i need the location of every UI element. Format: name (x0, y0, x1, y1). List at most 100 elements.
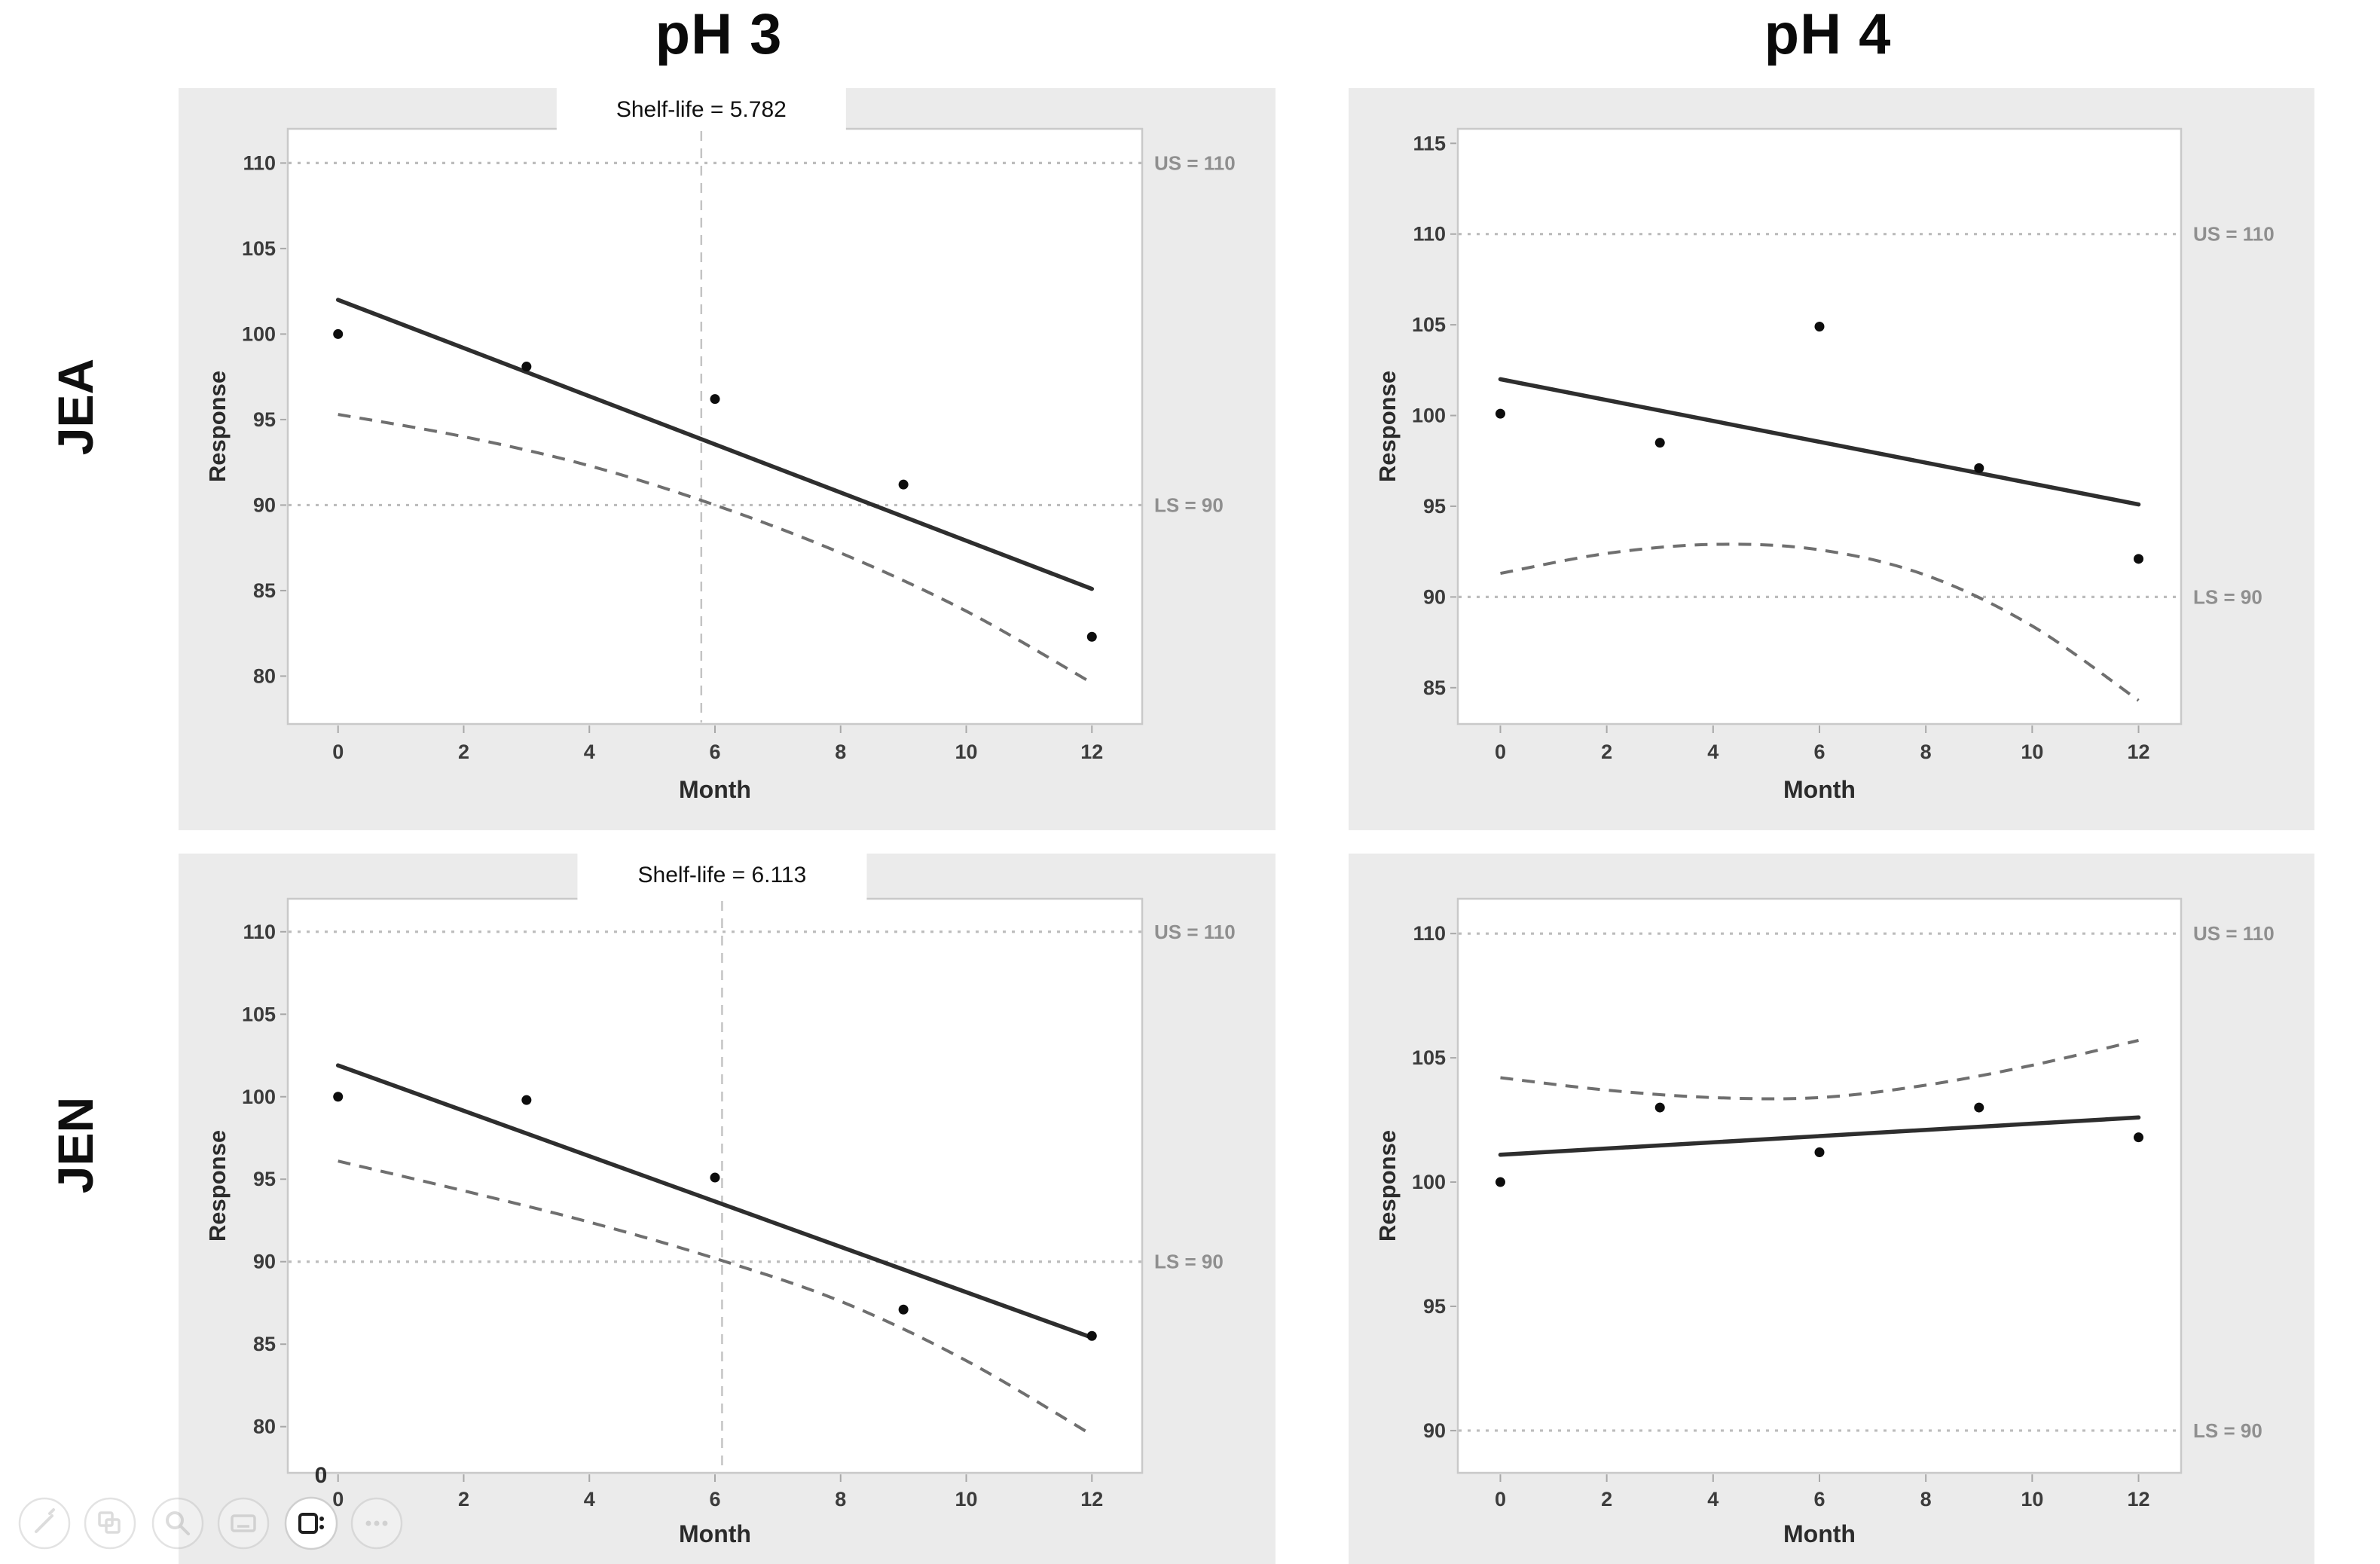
plot-jen-ph4: US = 110 LS = 90 90 95 100 105 110 0 2 4 6 8 10 12 Mon… (1349, 854, 2314, 1564)
x-tick-label: 12 (1080, 1488, 1103, 1511)
y-tick-label: 100 (242, 1086, 276, 1108)
x-tick-label: 4 (1707, 741, 1719, 763)
confidence-band-upper (1500, 1039, 2139, 1101)
plot-svg-jea-ph3: US = 110 LS = 90 80 85 90 95 100 105 110 0 2 4 6 8 10 1… (204, 88, 1236, 803)
x-tick-label: 8 (1920, 741, 1932, 763)
y-tick-label: 90 (253, 1251, 276, 1273)
capture-count-badge: 0 (314, 1463, 328, 1488)
x-axis-label: Month (679, 1520, 751, 1547)
data-point (333, 1092, 344, 1102)
x-tick-label: 10 (2021, 1488, 2043, 1511)
y-tick-label: 100 (1412, 405, 1446, 427)
y-tick-label: 80 (253, 664, 276, 687)
data-point (1654, 438, 1665, 448)
x-tick-label: 12 (2128, 1488, 2150, 1511)
data-point (1974, 1102, 1984, 1113)
y-tick-label: 100 (1412, 1171, 1446, 1193)
y-tick-label: 95 (253, 408, 276, 431)
capture-toolbar (18, 1496, 403, 1550)
x-tick-label: 4 (584, 1488, 595, 1511)
data-point (710, 1172, 720, 1183)
y-tick-label: 95 (253, 1168, 276, 1190)
y-tick-label: 95 (1423, 1295, 1446, 1318)
data-point (898, 1304, 909, 1315)
shelf-life-annotation-box (577, 854, 867, 900)
plot-svg-jen-ph4: US = 110 LS = 90 90 95 100 105 110 0 2 4 6 8 10 12 Mon… (1374, 897, 2275, 1547)
y-tick-label: 105 (242, 1003, 276, 1025)
pen-button[interactable] (18, 1497, 71, 1550)
confidence-band-lower (338, 413, 1093, 685)
y-axis-label: Response (204, 1130, 231, 1242)
data-point (1495, 1177, 1505, 1187)
y-tick-label: 110 (243, 921, 276, 943)
column-title-ph3: pH 3 (655, 2, 783, 66)
y-tick-label: 105 (1412, 1046, 1446, 1069)
spec-line-lower-label: LS = 90 (1154, 493, 1224, 516)
plot-jea-ph3: US = 110 LS = 90 80 85 90 95 100 105 110 0 2 4 6 8 10 1… (179, 88, 1276, 830)
data-point (898, 479, 909, 490)
spec-line-lower-label: LS = 90 (2193, 585, 2262, 608)
plot-frame (1456, 127, 2183, 725)
search-icon (166, 1511, 190, 1535)
plot-frame (286, 127, 1144, 725)
y-tick-label: 80 (253, 1416, 276, 1438)
shelf-life-annotation: Shelf-life = 5.782 (616, 97, 787, 122)
fit-line (335, 1063, 1095, 1340)
row-label-jen: JEN (47, 1096, 103, 1194)
x-tick-label: 6 (709, 1488, 720, 1511)
plot-frame (286, 897, 1144, 1474)
x-tick-label: 8 (835, 741, 846, 763)
data-point (1974, 463, 1984, 473)
x-tick-label: 0 (1495, 1488, 1506, 1511)
x-axis-label: Month (1783, 1520, 1856, 1547)
y-tick-label: 85 (253, 579, 276, 602)
plot-jen-ph3: US = 110 LS = 90 80 85 90 95 100 105 110 0 2 4 6 8 10 1… (179, 854, 1276, 1564)
x-tick-label: 12 (1080, 741, 1103, 763)
y-axis-label: Response (1374, 1130, 1401, 1242)
x-tick-label: 8 (835, 1488, 846, 1511)
y-tick-label: 90 (1423, 1419, 1446, 1442)
more-button[interactable] (350, 1497, 403, 1550)
x-tick-label: 2 (1601, 1488, 1612, 1511)
y-tick-label: 100 (242, 322, 276, 345)
data-point (1814, 322, 1825, 332)
copy-button[interactable] (84, 1497, 136, 1550)
x-tick-label: 10 (2021, 741, 2043, 763)
ellipsis-icon (365, 1520, 388, 1526)
y-tick-label: 110 (1413, 223, 1446, 246)
spec-line-upper-label: US = 110 (1154, 921, 1236, 943)
data-point (1086, 631, 1097, 642)
spec-line-lower-label: LS = 90 (2193, 1419, 2262, 1442)
x-tick-label: 2 (1601, 741, 1612, 763)
x-tick-label: 0 (332, 741, 344, 763)
y-tick-label: 115 (1413, 132, 1446, 154)
plot-frame (1456, 897, 2183, 1474)
x-tick-label: 0 (1495, 741, 1506, 763)
fit-line (1498, 377, 2141, 507)
keyboard-button[interactable] (217, 1497, 270, 1550)
spec-line-lower-label: LS = 90 (1154, 1251, 1224, 1273)
data-point (1086, 1330, 1097, 1341)
x-tick-label: 6 (1813, 1488, 1825, 1511)
shelf-life-annotation: Shelf-life = 6.113 (638, 863, 807, 887)
shelf-life-annotation-box (556, 88, 846, 130)
plot-svg-jen-ph3: US = 110 LS = 90 80 85 90 95 100 105 110 0 2 4 6 8 10 1… (204, 854, 1236, 1547)
search-button[interactable] (151, 1497, 204, 1550)
y-tick-label: 90 (1423, 585, 1446, 608)
data-point (333, 328, 344, 339)
x-tick-label: 6 (709, 741, 720, 763)
spec-line-upper-label: US = 110 (2193, 223, 2275, 246)
x-tick-label: 10 (955, 741, 978, 763)
x-tick-label: 2 (458, 1488, 469, 1511)
spec-line-upper-label: US = 110 (1154, 151, 1236, 174)
y-axis-label: Response (204, 371, 231, 482)
x-tick-label: 4 (1707, 1488, 1719, 1511)
camera-button[interactable] (284, 1496, 338, 1550)
data-point (1814, 1147, 1825, 1157)
data-point (2134, 1132, 2144, 1143)
x-tick-label: 6 (1813, 741, 1825, 763)
x-tick-label: 12 (2128, 741, 2150, 763)
column-title-ph4: pH 4 (1764, 2, 1892, 66)
data-point (2134, 554, 2144, 564)
